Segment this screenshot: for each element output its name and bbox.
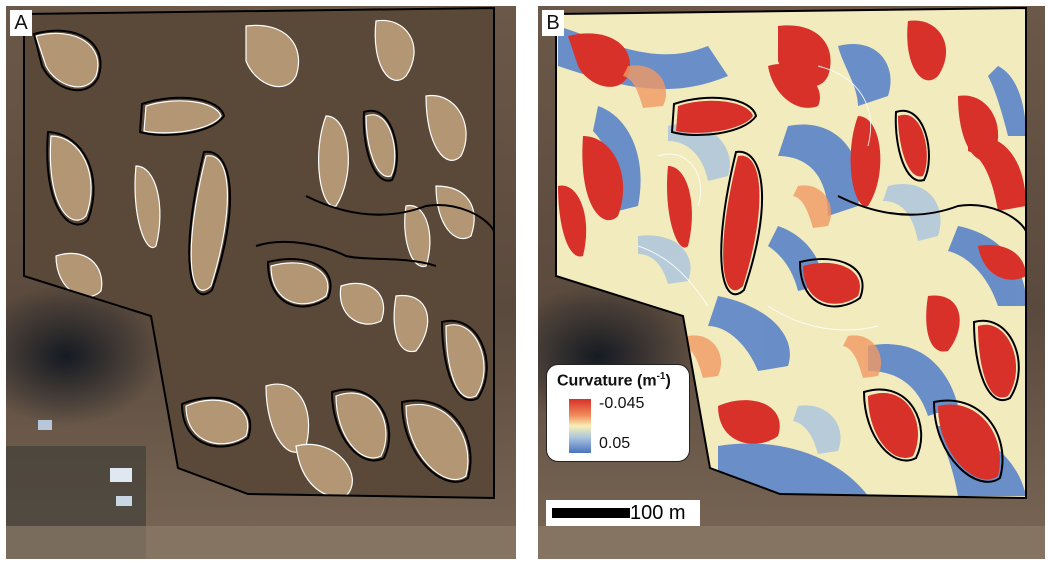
dark-contours: [670, 96, 1026, 483]
panel-label: A: [10, 10, 32, 36]
scale-bar-label: 100 m: [630, 502, 686, 524]
convex-areas: [558, 26, 1026, 496]
panel-label: B: [542, 10, 564, 36]
tree-shadow: [6, 286, 161, 426]
panel-b-curvature-map: B Curvature (m-1) -0.045 0.05 100 m: [538, 6, 1045, 559]
light-contours: [637, 65, 879, 331]
mild-convex-areas: [638, 124, 941, 454]
curvature-legend: Curvature (m-1) -0.045 0.05: [546, 364, 690, 462]
field-boundary: [23, 6, 495, 500]
legend-title: Curvature (m-1): [557, 371, 671, 390]
farm-building: [116, 496, 132, 506]
field-margin: [538, 526, 1045, 559]
legend-min-label: 0.05: [599, 435, 631, 452]
panel-b-map: [538, 6, 1045, 559]
panel-a-map: [6, 6, 516, 559]
legend-color-ramp: [569, 399, 591, 453]
field-margin: [6, 526, 516, 559]
light-soil-patches: [35, 19, 485, 498]
field-boundary: [555, 6, 1027, 500]
panel-a-soil-image: A: [6, 6, 516, 559]
scale-bar-line: [552, 508, 630, 518]
dark-contours: [32, 29, 494, 483]
scale-bar: 100 m: [546, 500, 700, 526]
mild-concave-areas: [623, 65, 882, 378]
concave-areas: [558, 20, 1026, 480]
legend-max-label: -0.045: [599, 395, 645, 412]
farm-building: [110, 468, 132, 482]
farm-building: [38, 420, 52, 430]
